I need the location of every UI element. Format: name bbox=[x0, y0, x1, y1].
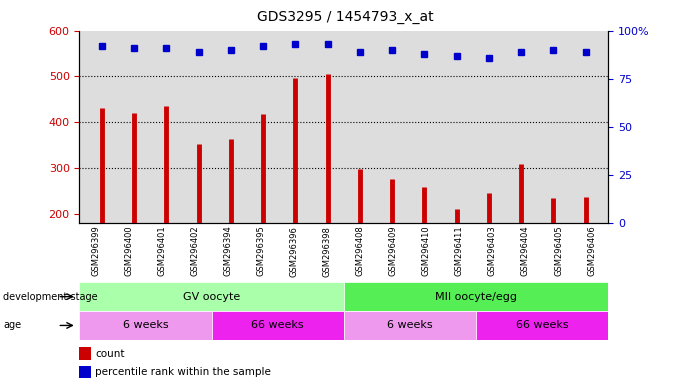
Text: GDS3295 / 1454793_x_at: GDS3295 / 1454793_x_at bbox=[257, 10, 434, 23]
Bar bbox=[79, 311, 211, 340]
Text: GV oocyte: GV oocyte bbox=[183, 291, 240, 302]
Text: GSM296394: GSM296394 bbox=[224, 226, 233, 276]
Bar bbox=[79, 282, 344, 311]
Text: 6 weeks: 6 weeks bbox=[123, 320, 169, 331]
Text: GSM296396: GSM296396 bbox=[290, 226, 299, 276]
Bar bbox=[211, 311, 344, 340]
Bar bbox=[79, 366, 91, 378]
Bar bbox=[79, 347, 91, 360]
Text: GSM296411: GSM296411 bbox=[455, 226, 464, 276]
Text: GSM296401: GSM296401 bbox=[158, 226, 167, 276]
Text: GSM296398: GSM296398 bbox=[323, 226, 332, 276]
Bar bbox=[476, 311, 608, 340]
Text: 66 weeks: 66 weeks bbox=[515, 320, 568, 331]
Text: GSM296402: GSM296402 bbox=[191, 226, 200, 276]
Text: GSM296410: GSM296410 bbox=[422, 226, 431, 276]
Text: MII oocyte/egg: MII oocyte/egg bbox=[435, 291, 517, 302]
Text: GSM296395: GSM296395 bbox=[256, 226, 265, 276]
Text: GSM296399: GSM296399 bbox=[91, 226, 100, 276]
Text: GSM296406: GSM296406 bbox=[587, 226, 596, 276]
Text: 6 weeks: 6 weeks bbox=[387, 320, 433, 331]
Text: GSM296404: GSM296404 bbox=[521, 226, 530, 276]
Bar bbox=[344, 282, 608, 311]
Text: GSM296403: GSM296403 bbox=[488, 226, 497, 276]
Text: development stage: development stage bbox=[3, 291, 98, 302]
Text: GSM296400: GSM296400 bbox=[124, 226, 133, 276]
Bar bbox=[344, 311, 476, 340]
Text: count: count bbox=[95, 349, 125, 359]
Text: GSM296405: GSM296405 bbox=[554, 226, 563, 276]
Text: GSM296408: GSM296408 bbox=[356, 226, 365, 276]
Text: percentile rank within the sample: percentile rank within the sample bbox=[95, 367, 271, 377]
Text: age: age bbox=[3, 320, 21, 331]
Text: GSM296409: GSM296409 bbox=[389, 226, 398, 276]
Text: 66 weeks: 66 weeks bbox=[252, 320, 304, 331]
